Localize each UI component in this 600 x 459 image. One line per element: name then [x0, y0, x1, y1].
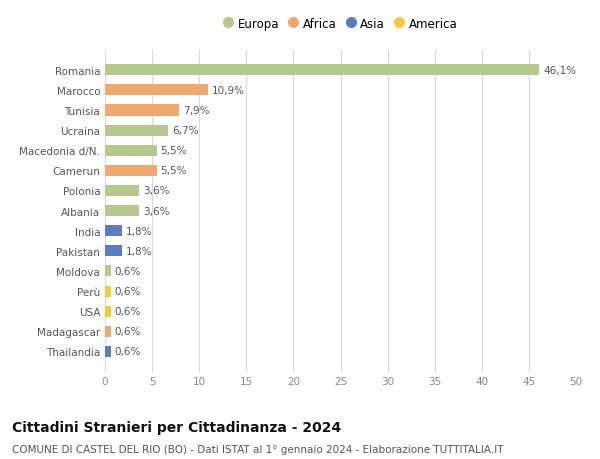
Text: 0,6%: 0,6% [115, 286, 141, 297]
Bar [105, 246, 122, 257]
Text: 0,6%: 0,6% [115, 347, 141, 357]
Bar [105, 185, 139, 196]
Text: 46,1%: 46,1% [543, 66, 576, 76]
Bar [105, 125, 168, 136]
Bar [105, 85, 208, 96]
Text: 10,9%: 10,9% [211, 86, 244, 95]
Bar [105, 326, 110, 337]
Bar [105, 105, 179, 116]
Text: 1,8%: 1,8% [126, 226, 152, 236]
Text: 5,5%: 5,5% [161, 146, 187, 156]
Bar [105, 165, 157, 177]
Text: 0,6%: 0,6% [115, 307, 141, 317]
Legend: Europa, Africa, Asia, America: Europa, Africa, Asia, America [224, 18, 457, 31]
Text: COMUNE DI CASTEL DEL RIO (BO) - Dati ISTAT al 1° gennaio 2024 - Elaborazione TUT: COMUNE DI CASTEL DEL RIO (BO) - Dati IST… [12, 444, 503, 454]
Text: 5,5%: 5,5% [161, 166, 187, 176]
Bar [105, 226, 122, 237]
Text: Cittadini Stranieri per Cittadinanza - 2024: Cittadini Stranieri per Cittadinanza - 2… [12, 420, 341, 434]
Bar [105, 346, 110, 357]
Bar [105, 65, 539, 76]
Bar [105, 206, 139, 217]
Text: 0,6%: 0,6% [115, 266, 141, 276]
Text: 1,8%: 1,8% [126, 246, 152, 256]
Bar [105, 286, 110, 297]
Text: 3,6%: 3,6% [143, 186, 169, 196]
Bar [105, 146, 157, 157]
Bar [105, 306, 110, 317]
Text: 0,6%: 0,6% [115, 327, 141, 336]
Text: 6,7%: 6,7% [172, 126, 199, 136]
Text: 7,9%: 7,9% [183, 106, 209, 116]
Text: 3,6%: 3,6% [143, 206, 169, 216]
Bar [105, 266, 110, 277]
